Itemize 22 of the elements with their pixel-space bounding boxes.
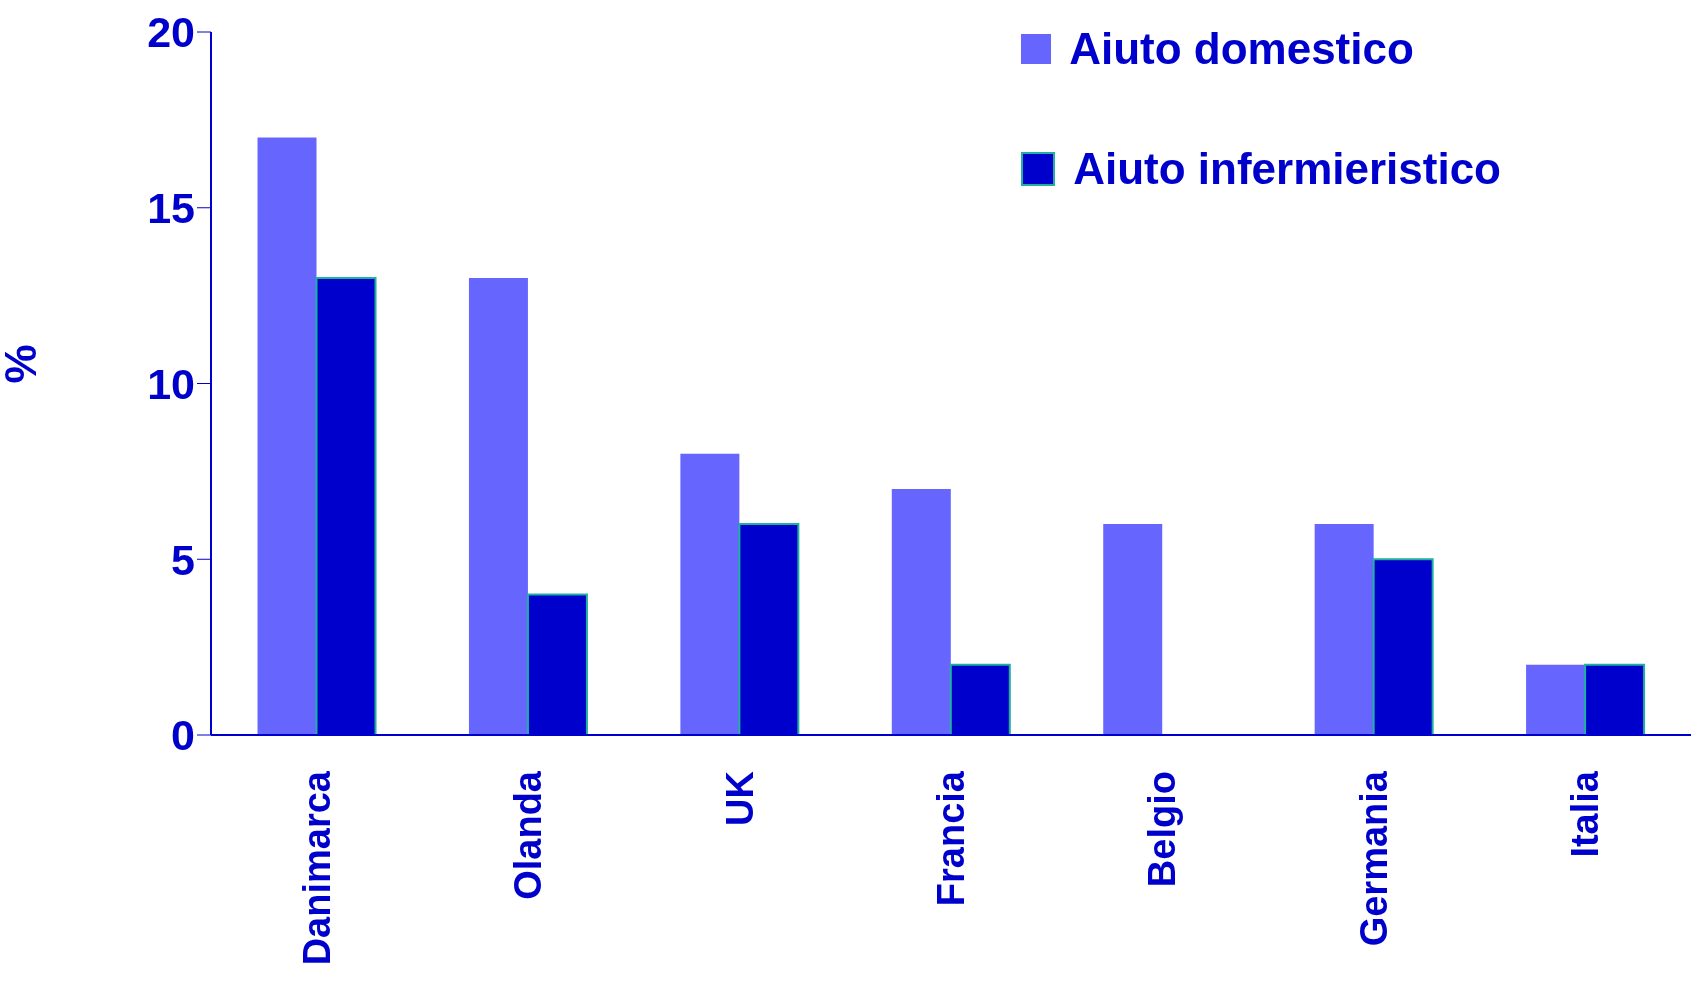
legend-label: Aiuto domestico: [1069, 24, 1414, 74]
y-tick-label: 15: [147, 184, 195, 233]
x-tick-label: UK: [718, 770, 761, 826]
x-tick-label: Danimarca: [295, 770, 338, 966]
x-tick-label: Olanda: [507, 770, 550, 900]
bar: [680, 453, 740, 735]
bar: [1314, 524, 1374, 735]
x-tick-label: Francia: [930, 770, 972, 907]
bar: [891, 488, 951, 735]
bar: [1526, 664, 1586, 735]
y-tick-label: 5: [171, 535, 195, 584]
legend-label: Aiuto infermieristico: [1073, 144, 1501, 194]
bar: [257, 137, 317, 735]
x-tick-label: Belgio: [1141, 771, 1184, 888]
y-tick-label: 20: [147, 8, 195, 57]
x-tick-label: Italia: [1564, 770, 1607, 858]
x-tick-label: Germania: [1352, 770, 1395, 947]
y-axis-title: %: [0, 344, 45, 384]
y-tick-label: 10: [147, 359, 195, 408]
bar: [468, 278, 528, 735]
y-tick-label: 0: [171, 711, 195, 760]
bar: [1103, 524, 1163, 735]
